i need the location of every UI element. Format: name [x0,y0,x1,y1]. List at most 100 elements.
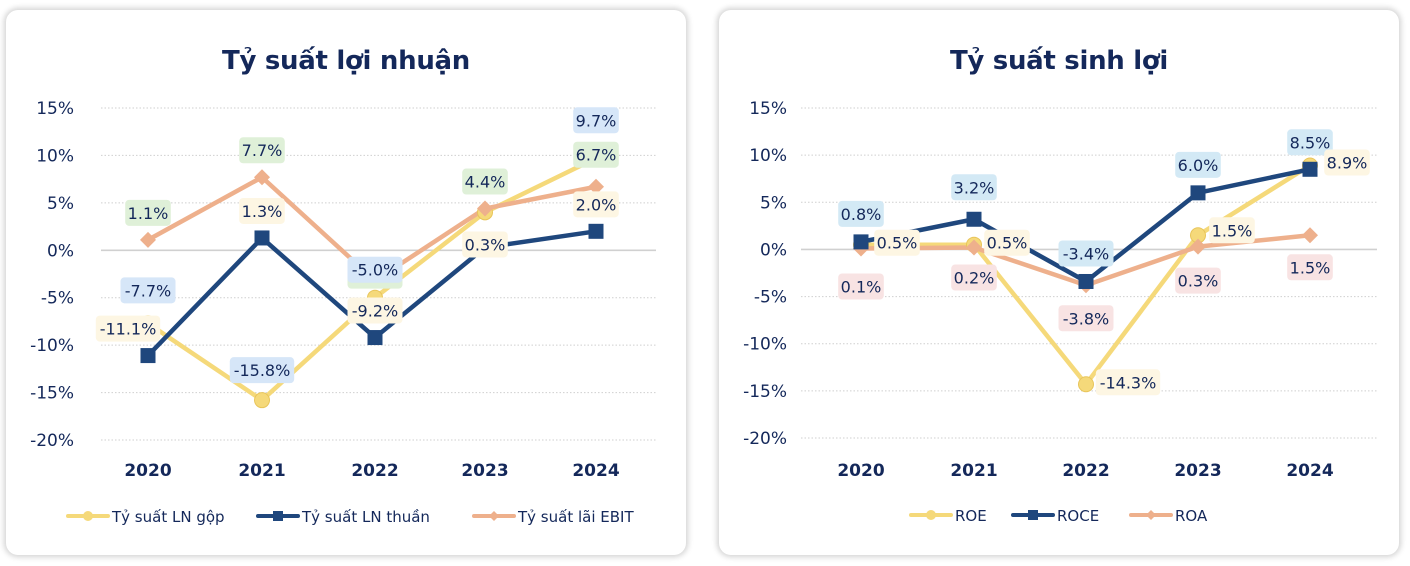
data-label-text: -15.8% [234,361,291,380]
data-label-text: 6.0% [1178,156,1219,175]
data-label-background [984,229,1030,256]
data-point-diamond [254,169,270,186]
legend-label: ROE [955,507,987,525]
data-label: 1.5% [1209,217,1255,244]
data-label: 1.3% [239,197,285,224]
data-label-background [95,315,161,342]
data-label: 6.0% [1175,151,1221,178]
y-tick-label: -15% [30,384,74,404]
data-label-background [1287,129,1333,156]
data-label-background [1175,267,1221,294]
data-point-square [853,234,869,250]
data-label: 6.7% [573,141,619,168]
x-tick-label: 2022 [1062,461,1109,481]
data-label-background [239,137,285,164]
data-label: 0.1% [838,273,884,300]
data-label: 3.2% [951,174,997,201]
data-point-square [1302,161,1318,177]
legend-label: Tỷ suất LN thuần [301,508,430,526]
data-point-square [1190,185,1206,201]
data-label-text: -14.3% [1100,373,1157,392]
data-point-square [254,230,270,246]
y-tick-label: -20% [30,431,74,451]
legend-marker-square-icon [1028,510,1038,520]
data-label-background [838,273,884,300]
data-point-diamond [1190,238,1206,255]
legend-marker-square-icon [273,511,283,521]
data-label: 0.8% [838,200,884,227]
data-point-square [966,211,982,227]
data-label: 0.3% [462,231,508,258]
data-label-text: -7.7% [125,281,171,300]
data-label: 0.2% [951,264,997,291]
data-label-background [951,174,997,201]
data-labels: 1.1%7.7%-3.2%4.4%6.7%-7.7%-15.8%-5.0%9.7… [95,107,619,384]
y-tick-label: 5% [47,194,74,214]
data-label-background [1175,151,1221,178]
data-label-text: 0.3% [465,235,506,254]
data-label: 0.3% [1175,267,1221,294]
data-label-background [573,107,619,134]
data-point-square [140,348,156,364]
data-label-text: 7.7% [242,141,283,160]
data-label-text: 0.3% [1178,272,1219,291]
data-label-background [1209,217,1255,244]
y-tick-label: 5% [760,193,787,213]
data-label-text: 1.5% [1290,258,1331,277]
data-label-text: 0.2% [954,269,995,288]
legend-marker-circle-icon [83,511,93,521]
legend-item[interactable]: ROCE [1011,507,1099,525]
legend-item[interactable]: ROE [909,507,987,525]
y-tick-label: -15% [743,382,787,402]
legend-label: Tỷ suất LN gộp [111,508,225,526]
x-tick-label: 2024 [1286,461,1333,481]
legend-item[interactable]: Tỷ suất LN thuần [256,508,430,526]
data-label-text: 2.0% [576,195,617,214]
legend-item[interactable]: Tỷ suất LN gộp [66,508,225,526]
legend: Tỷ suất LN gộp Tỷ suất LN thuần Tỷ suất lã… [66,508,634,526]
data-label-background [462,168,508,195]
y-tick-label: -10% [743,335,787,355]
data-point-circle [254,392,270,409]
data-label: 2.0% [573,191,619,218]
data-point-diamond [588,178,604,195]
data-label: 0.5% [984,229,1030,256]
data-label-background [347,256,403,283]
y-tick-label: -10% [30,336,74,356]
data-label: 1.5% [1287,254,1333,281]
data-label: -14.3% [1095,369,1161,396]
legend-item[interactable]: Tỷ suất lãi EBIT [472,508,634,526]
data-label-background [951,264,997,291]
y-tick-label: 15% [36,99,74,119]
data-label-text: 0.8% [841,205,882,224]
x-tick-label: 2024 [572,461,619,481]
legend-label: ROCE [1057,507,1099,525]
x-tick-label: 2020 [124,461,171,481]
return-ratio-chart: 15% 10% 5% 0% -5% -10% -15% -20% 2020 2021 2022 202… [743,99,1377,525]
y-tick-label: 10% [749,146,787,166]
data-point-square [588,223,604,239]
data-label: 9.7% [573,107,619,134]
data-label: 8.9% [1324,149,1370,176]
legend-item[interactable]: ROA [1129,507,1208,525]
legend-label: ROA [1175,507,1208,525]
y-tick-label: -5% [754,288,787,308]
data-point-circle [1078,376,1094,393]
data-label-background [347,297,403,324]
data-label-background [1287,254,1333,281]
y-tick-label: 15% [749,99,787,119]
data-label: -11.1% [95,315,161,342]
data-label-text: 1.1% [128,204,169,223]
data-label-background [874,229,920,256]
y-tick-label: 0% [760,240,787,260]
data-label-background [573,141,619,168]
data-point-square [1078,273,1094,289]
y-tick-label: -5% [41,289,74,309]
gridlines [101,107,656,441]
data-label: -9.2% [347,297,403,324]
data-label-text: 1.3% [242,202,283,221]
data-label-background [1058,305,1114,332]
data-label: -15.8% [229,357,295,384]
data-label-background [229,357,295,384]
data-label-text: 8.9% [1327,154,1368,173]
